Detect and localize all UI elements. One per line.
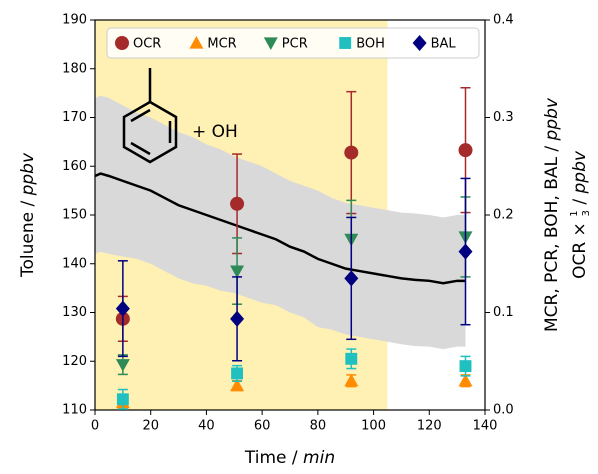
y-tick-label: 170 (62, 110, 87, 125)
y2-axis-label-part: 3 (581, 210, 592, 216)
y2-axis-label-part: 1 (569, 210, 580, 216)
legend-marker (189, 36, 204, 49)
legend-label: MCR (207, 37, 236, 52)
x-axis-label-part: Time / (244, 448, 303, 468)
legend-marker (115, 36, 129, 50)
marker (458, 373, 473, 387)
marker (344, 145, 359, 160)
legend-marker (339, 37, 352, 49)
y-tick-label: 190 (62, 13, 87, 28)
x-tick-label: 60 (254, 419, 271, 434)
x-tick-label: 80 (310, 419, 327, 434)
y2-axis-label: MCR, PCR, BOH, BAL / ppbv (542, 97, 562, 332)
y2-axis-label-part: / (570, 194, 590, 211)
uncertainty-band (95, 95, 466, 350)
y2-axis-label-part: OCR × (570, 217, 590, 279)
x-tick-label: 120 (417, 419, 442, 434)
x-tick-label: 140 (473, 419, 498, 434)
marker (116, 393, 129, 406)
y2-axis-label-part: ppbv (542, 97, 562, 141)
y-axis-label: Toluene / ppbv (18, 152, 38, 278)
y2-tick-label: 0.1 (493, 305, 514, 320)
marker (230, 378, 245, 392)
background (94, 20, 466, 410)
y2-tick-label: 0.3 (493, 110, 514, 125)
legend-marker (263, 37, 278, 50)
y-axis-label-part: Toluene / (18, 195, 38, 278)
toluene-structure (122, 68, 178, 164)
legend-label: BOH (356, 37, 385, 52)
y-axis-label-part: ppbv (18, 152, 38, 196)
marker (230, 265, 245, 279)
y-tick-label: 120 (62, 354, 87, 369)
y2-axis-label: OCR × 13 / ppbv (569, 150, 592, 279)
y2-tick-label: 0.2 (493, 208, 514, 223)
toluene-line (94, 172, 466, 285)
annotation: + OH (192, 122, 238, 142)
marker (115, 300, 130, 317)
marker (458, 243, 473, 260)
x-axis-label: Time / min (244, 448, 335, 468)
y2-axis-label-part: MCR, PCR, BOH, BAL / (542, 140, 562, 332)
x-tick-label: 20 (142, 419, 159, 434)
marker (230, 310, 245, 327)
x-tick-label: 0 (91, 419, 99, 434)
marker (115, 359, 130, 372)
y2-axis-label-part: ppbv (570, 150, 590, 194)
y2-tick-label: 0.0 (493, 403, 514, 418)
legend-marker (412, 34, 427, 52)
marker (459, 360, 472, 373)
marker (231, 367, 244, 380)
legend-label: OCR (133, 37, 161, 52)
legend-label: PCR (282, 37, 308, 52)
legend-frame (106, 27, 480, 59)
x-axis-label-part: min (303, 448, 335, 468)
y2-tick-label: 0.4 (493, 13, 514, 28)
y-tick-label: 110 (62, 403, 87, 418)
x-tick-label: 100 (361, 419, 386, 434)
y-tick-label: 140 (62, 256, 87, 271)
y-tick-label: 150 (62, 208, 87, 223)
y-tick-label: 160 (62, 159, 87, 174)
marker (345, 352, 358, 365)
marker (344, 270, 359, 287)
x-tick-label: 40 (198, 419, 215, 434)
y-tick-label: 130 (62, 305, 87, 320)
marker (344, 373, 359, 387)
marker (458, 143, 473, 158)
marker (230, 196, 245, 211)
legend-label: BAL (431, 37, 457, 52)
legend: OCR MCR PCR BOH BAL (106, 27, 480, 59)
y-tick-label: 180 (62, 61, 87, 76)
